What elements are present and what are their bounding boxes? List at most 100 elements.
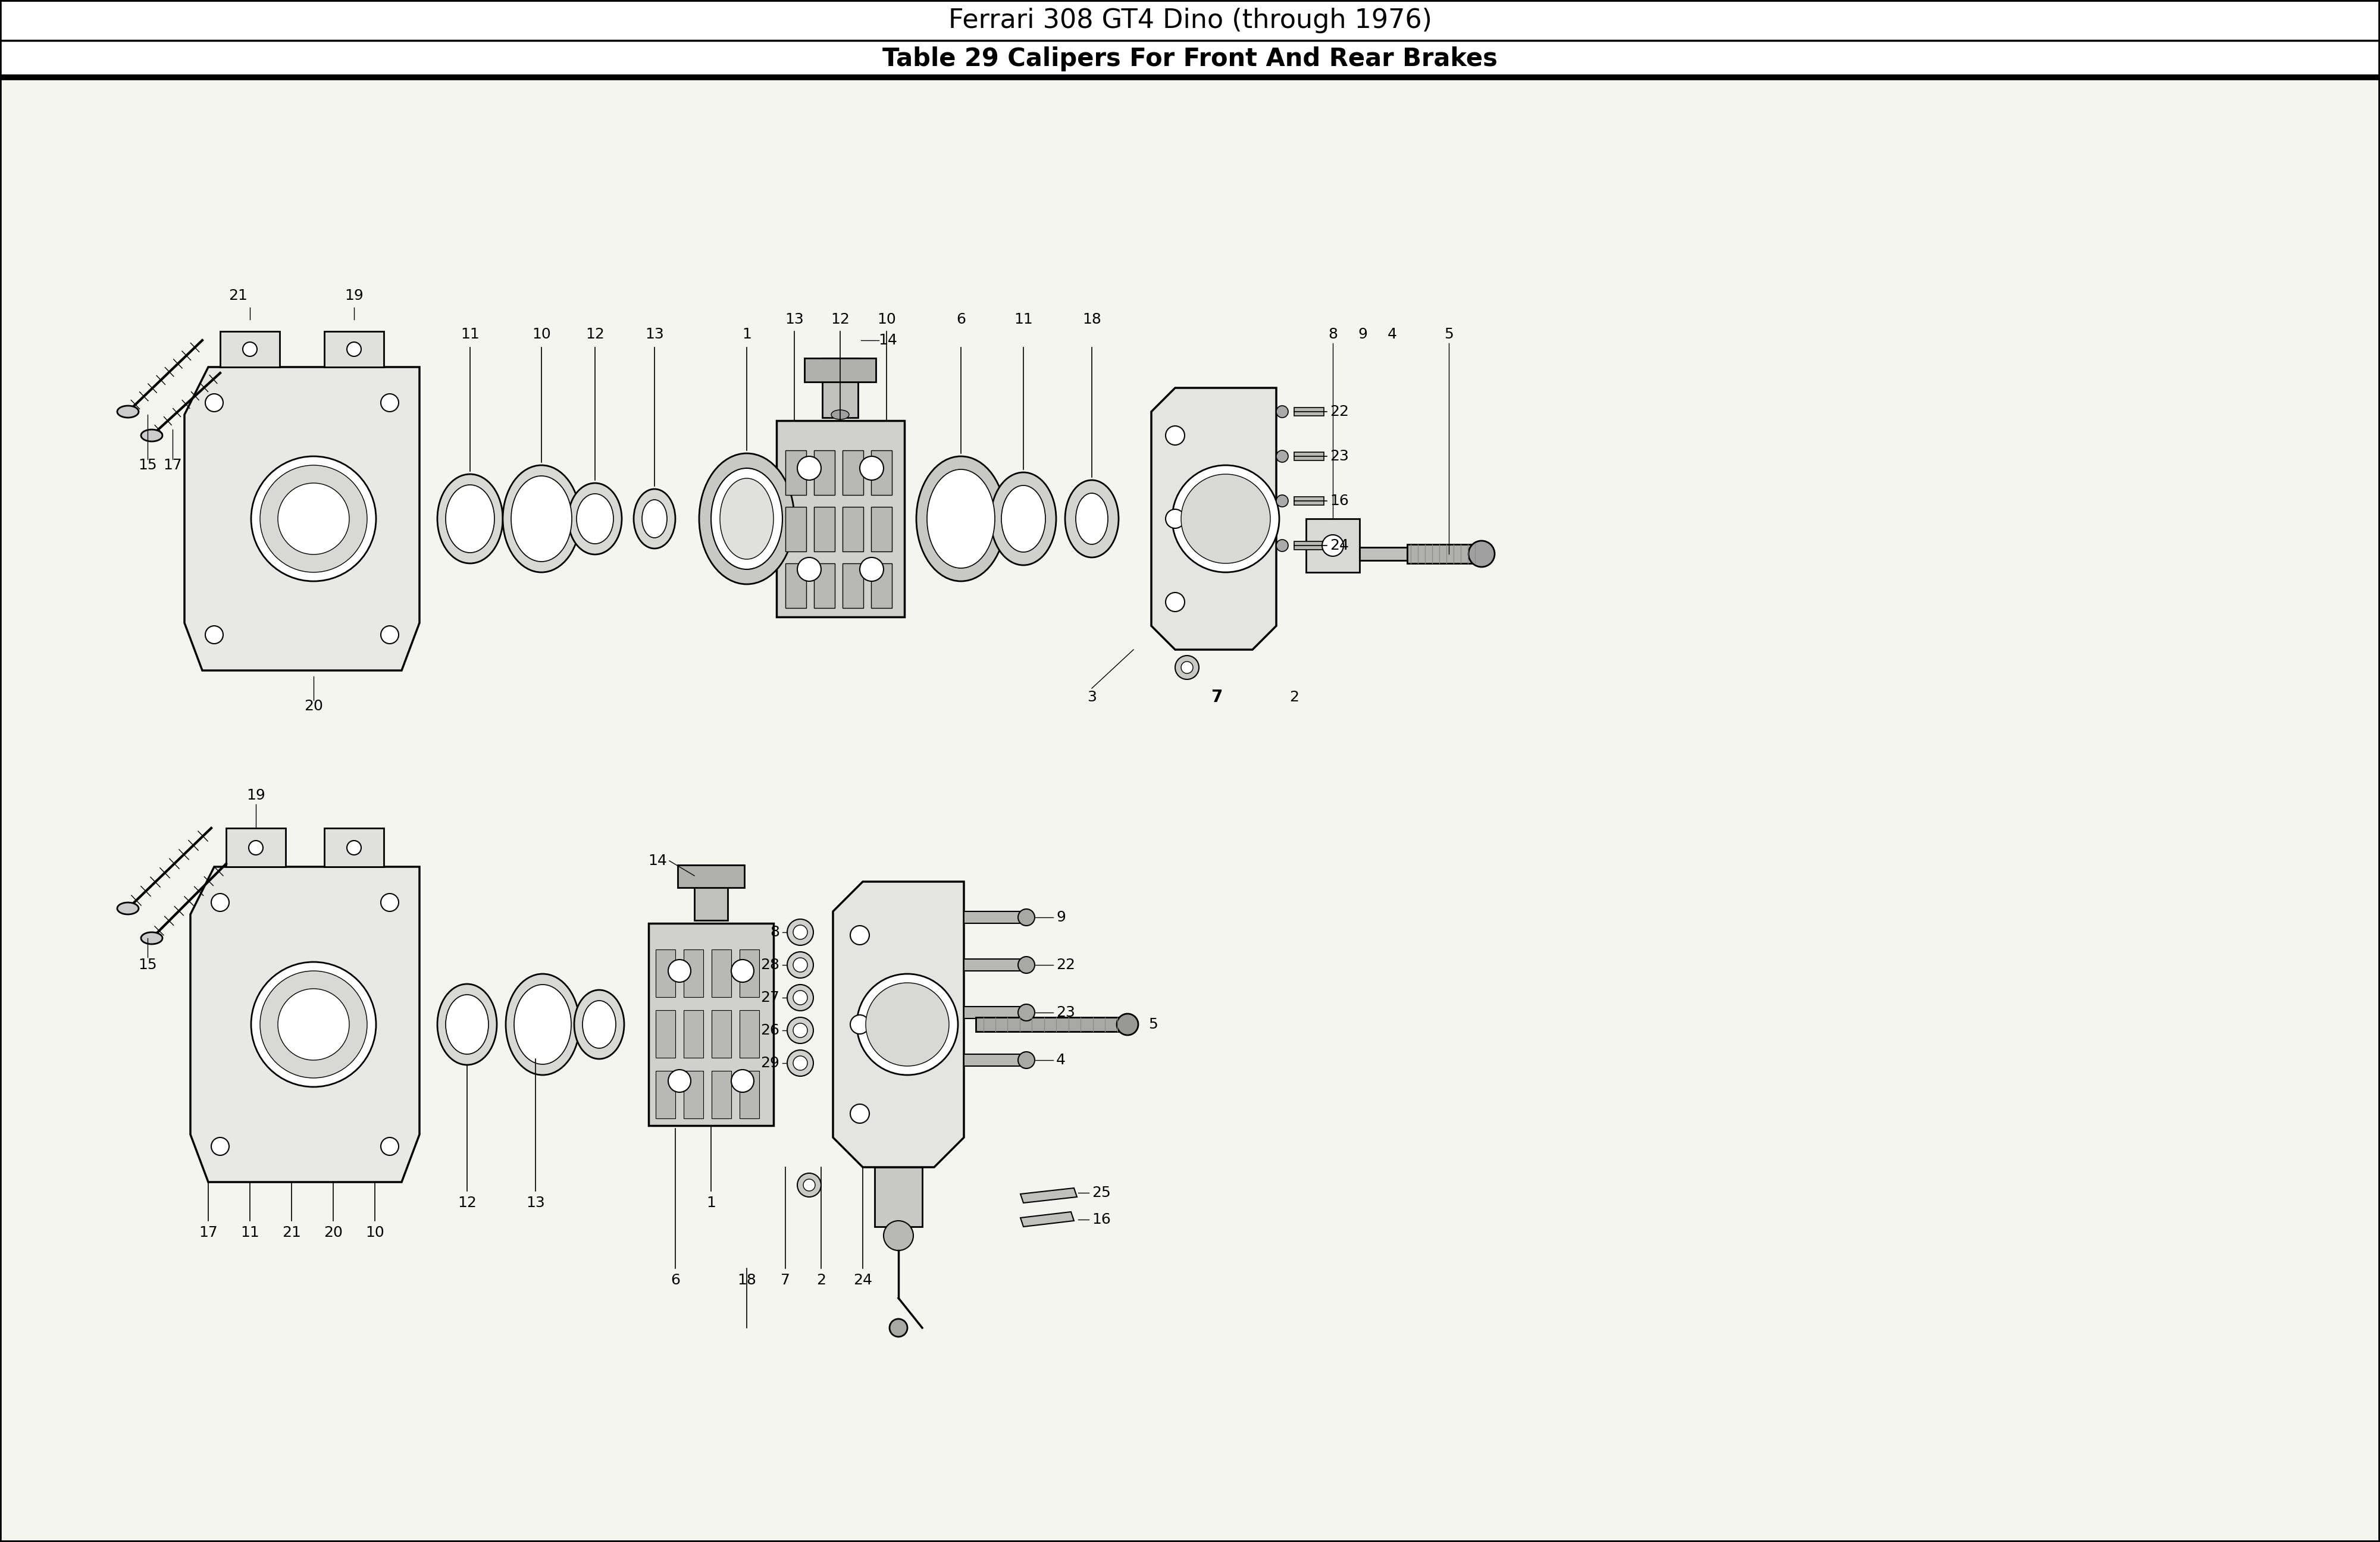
Text: 28: 28 (762, 958, 781, 971)
Text: 18: 18 (738, 1274, 757, 1288)
Text: 1: 1 (707, 1195, 716, 1210)
Ellipse shape (212, 1138, 228, 1155)
Text: 25: 25 (1092, 1186, 1111, 1200)
Ellipse shape (438, 473, 502, 563)
Bar (324, 828, 383, 867)
Text: 3: 3 (1088, 691, 1097, 705)
Bar (1295, 497, 1323, 506)
Ellipse shape (928, 469, 995, 567)
Ellipse shape (712, 469, 783, 569)
Ellipse shape (117, 902, 138, 914)
Ellipse shape (252, 962, 376, 1087)
Text: 11: 11 (240, 1226, 259, 1240)
Ellipse shape (381, 1138, 400, 1155)
Bar (657, 1070, 676, 1118)
Text: 9: 9 (1057, 910, 1066, 925)
Ellipse shape (788, 1018, 814, 1044)
Ellipse shape (883, 1221, 914, 1251)
Ellipse shape (1019, 1052, 1035, 1069)
Bar (740, 1010, 759, 1058)
Bar (814, 507, 835, 552)
Text: 5: 5 (1445, 327, 1454, 341)
Ellipse shape (347, 342, 362, 356)
Bar (1359, 547, 1407, 560)
Ellipse shape (1019, 910, 1035, 925)
Text: 17: 17 (200, 1226, 217, 1240)
Bar (1295, 452, 1323, 461)
Ellipse shape (669, 959, 690, 982)
Ellipse shape (859, 557, 883, 581)
Ellipse shape (731, 959, 754, 982)
Ellipse shape (793, 1056, 807, 1070)
Bar (683, 950, 704, 998)
Ellipse shape (140, 430, 162, 441)
Bar (964, 1007, 1023, 1018)
Bar (657, 1010, 676, 1058)
Bar (683, 1010, 704, 1058)
Ellipse shape (831, 410, 850, 419)
Ellipse shape (669, 1070, 690, 1092)
Text: 8: 8 (771, 925, 781, 939)
Ellipse shape (445, 995, 488, 1055)
Ellipse shape (243, 342, 257, 356)
Bar (1407, 544, 1478, 563)
Ellipse shape (278, 988, 350, 1061)
Text: 9: 9 (1359, 327, 1366, 341)
Text: 18: 18 (1083, 313, 1102, 327)
Ellipse shape (1166, 426, 1185, 446)
Polygon shape (833, 882, 964, 1167)
Bar (712, 1070, 731, 1118)
Text: 27: 27 (762, 990, 781, 1005)
Ellipse shape (1176, 655, 1200, 680)
Ellipse shape (512, 476, 571, 561)
Bar (678, 865, 745, 888)
Bar (1295, 541, 1323, 549)
Ellipse shape (850, 1104, 869, 1123)
Text: 7: 7 (1211, 689, 1223, 706)
Bar (1307, 518, 1359, 572)
Ellipse shape (866, 982, 950, 1066)
Ellipse shape (643, 500, 666, 538)
Ellipse shape (259, 971, 367, 1078)
Ellipse shape (793, 925, 807, 939)
Ellipse shape (205, 393, 224, 412)
Bar (785, 507, 807, 552)
Ellipse shape (788, 1050, 814, 1076)
Text: 21: 21 (228, 288, 248, 302)
Text: 6: 6 (671, 1274, 681, 1288)
Ellipse shape (916, 456, 1004, 581)
Text: 11: 11 (462, 327, 478, 341)
Ellipse shape (1166, 509, 1185, 529)
Ellipse shape (1180, 473, 1271, 563)
Polygon shape (186, 367, 419, 671)
Polygon shape (1152, 389, 1276, 649)
Text: 19: 19 (248, 788, 264, 802)
Text: 19: 19 (345, 288, 364, 302)
Text: 2: 2 (816, 1274, 826, 1288)
Bar (876, 1167, 923, 1227)
Bar (843, 507, 864, 552)
Text: 15: 15 (138, 458, 157, 472)
Ellipse shape (1323, 535, 1342, 557)
Polygon shape (190, 867, 419, 1183)
Bar (976, 1018, 1126, 1032)
Ellipse shape (252, 456, 376, 581)
Text: 14: 14 (878, 333, 897, 347)
Text: 7: 7 (781, 1274, 790, 1288)
Text: 10: 10 (533, 327, 550, 341)
Bar (657, 950, 676, 998)
Ellipse shape (140, 933, 162, 944)
Ellipse shape (788, 951, 814, 978)
Bar (776, 421, 904, 617)
Text: 24: 24 (1330, 538, 1349, 552)
Text: 17: 17 (164, 458, 181, 472)
Ellipse shape (1276, 450, 1288, 463)
Ellipse shape (259, 466, 367, 572)
Ellipse shape (633, 489, 676, 549)
Bar (683, 1070, 704, 1118)
Ellipse shape (576, 493, 614, 544)
Text: 2: 2 (1290, 691, 1299, 705)
Ellipse shape (850, 1015, 869, 1035)
Bar (814, 563, 835, 608)
Bar (785, 563, 807, 608)
